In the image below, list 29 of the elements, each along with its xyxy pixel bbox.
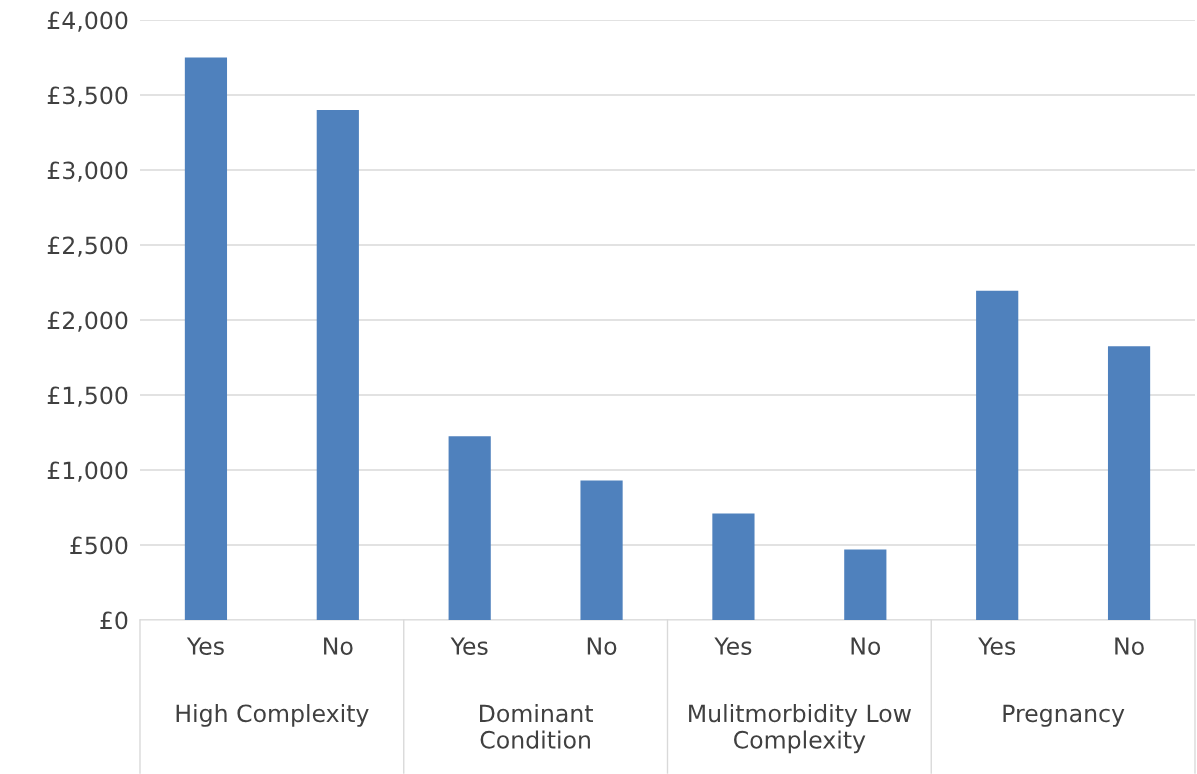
text: High Complexity [176,704,369,727]
x-tick-label: Yes [714,637,752,655]
bar [1107,346,1151,620]
y-tick-label: £0 [100,611,128,630]
y-tick-label: £2,500 [47,236,128,257]
y-tick-label: £1,500 [47,386,128,407]
bar [976,290,1019,620]
y-tick-label: £500 [70,536,128,555]
x-tick-label: No [587,637,617,655]
x-tick-label: Yes [450,637,488,655]
bar [448,436,491,620]
y-tick-label: £3,500 [47,86,128,107]
bar [184,57,228,620]
bar [712,513,755,620]
text: Pregnancy [1003,704,1125,727]
text: Mulitmorbidity Low Complexity [689,704,911,754]
text: Dominant Condition [480,704,593,749]
y-tick-label: £1,000 [47,461,128,482]
x-tick-label: No [324,637,353,655]
y-tick-label: £2,000 [47,311,128,332]
x-tick-label: No [1115,637,1144,655]
x-tick-label: Yes [978,637,1016,655]
x-tick-label: No [851,637,881,655]
y-tick-label: £4,000 [47,11,128,32]
bar [580,480,623,620]
bar [316,110,359,620]
x-tick-label: Yes [186,637,224,655]
bar [844,549,887,620]
y-tick-label: £3,000 [47,161,128,182]
